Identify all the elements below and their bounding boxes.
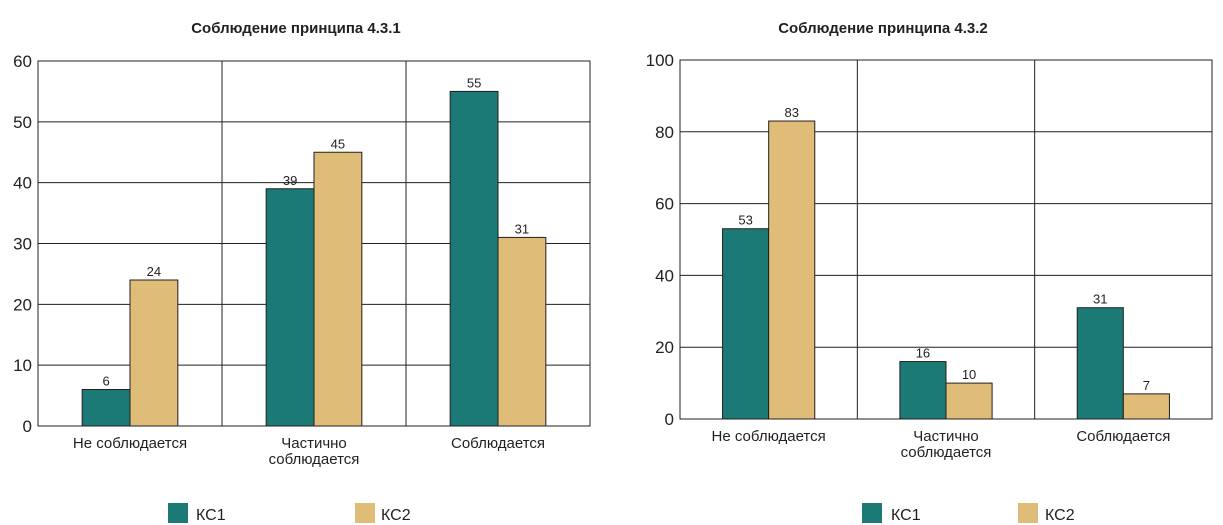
chart-4-3-2: Соблюдение принципа 4.3.2 0 20 40 60 80 100 53 8… bbox=[612, 0, 1223, 525]
y-tick-label: 0 bbox=[665, 410, 674, 429]
category-label: Частично bbox=[913, 428, 979, 445]
y-tick-label: 40 bbox=[655, 266, 674, 285]
data-label: 16 bbox=[916, 346, 930, 361]
category-label: Частично bbox=[281, 435, 347, 452]
bar-kc2 bbox=[129, 279, 179, 427]
y-tick-label: 50 bbox=[13, 113, 32, 132]
chart-4-3-2-svg: Соблюдение принципа 4.3.2 0 20 40 60 80 100 53 8… bbox=[646, 20, 1213, 524]
data-label: 6 bbox=[102, 374, 109, 389]
y-tick-label: 60 bbox=[655, 195, 674, 214]
category-label: соблюдается bbox=[269, 451, 360, 468]
chart-title: Соблюдение принципа 4.3.2 bbox=[778, 20, 988, 37]
category-label: Соблюдается bbox=[451, 435, 545, 452]
chart-title: Соблюдение принципа 4.3.1 bbox=[191, 20, 401, 37]
bar-kc1 bbox=[722, 228, 770, 420]
bar-kc1 bbox=[1076, 307, 1124, 420]
legend-swatch-kc2 bbox=[355, 503, 375, 523]
legend-swatch-kc2 bbox=[1018, 503, 1038, 523]
data-label: 83 bbox=[784, 105, 798, 120]
legend-label: КС2 bbox=[381, 507, 411, 524]
legend-swatch-kc1 bbox=[168, 503, 188, 523]
data-label: 53 bbox=[738, 213, 752, 228]
bar-kc1 bbox=[899, 361, 947, 420]
bar-kc2 bbox=[768, 120, 816, 420]
y-tick-label: 20 bbox=[13, 295, 32, 314]
y-tick-label: 10 bbox=[13, 356, 32, 375]
bar-kc2 bbox=[945, 382, 993, 420]
chart-4-3-1: Соблюдение принципа 4.3.1 0 10 20 30 40 50 60 6 2… bbox=[0, 0, 600, 525]
y-tick-label: 30 bbox=[13, 235, 32, 254]
data-label: 45 bbox=[331, 136, 345, 151]
data-label: 55 bbox=[467, 75, 481, 90]
bar-kc2 bbox=[1122, 393, 1170, 420]
y-tick-label: 40 bbox=[13, 174, 32, 193]
legend-label: КС1 bbox=[196, 507, 226, 524]
bar-kc1 bbox=[81, 389, 131, 427]
data-label: 31 bbox=[515, 221, 529, 236]
y-tick-label: 100 bbox=[646, 51, 674, 70]
category-label: соблюдается bbox=[901, 444, 992, 461]
data-label: 39 bbox=[283, 173, 297, 188]
y-tick-label: 80 bbox=[655, 123, 674, 142]
bar-kc1 bbox=[265, 188, 315, 427]
bar-kc2 bbox=[313, 151, 363, 427]
legend-label: КС1 bbox=[891, 507, 921, 524]
data-label: 10 bbox=[962, 367, 976, 382]
bar-kc2 bbox=[497, 236, 547, 427]
chart-4-3-1-svg: Соблюдение принципа 4.3.1 0 10 20 30 40 50 60 6 2… bbox=[13, 20, 591, 524]
data-label: 7 bbox=[1143, 378, 1150, 393]
y-tick-label: 0 bbox=[23, 417, 32, 436]
category-label: Соблюдается bbox=[1076, 428, 1170, 445]
legend-swatch-kc1 bbox=[862, 503, 882, 523]
y-tick-label: 20 bbox=[655, 338, 674, 357]
data-label: 24 bbox=[147, 264, 161, 279]
y-tick-label: 60 bbox=[13, 52, 32, 71]
legend-label: КС2 bbox=[1045, 507, 1075, 524]
data-label: 31 bbox=[1093, 292, 1107, 307]
category-label: Не соблюдается bbox=[712, 428, 826, 445]
bar-kc1 bbox=[449, 90, 499, 427]
category-label: Не соблюдается bbox=[73, 435, 187, 452]
